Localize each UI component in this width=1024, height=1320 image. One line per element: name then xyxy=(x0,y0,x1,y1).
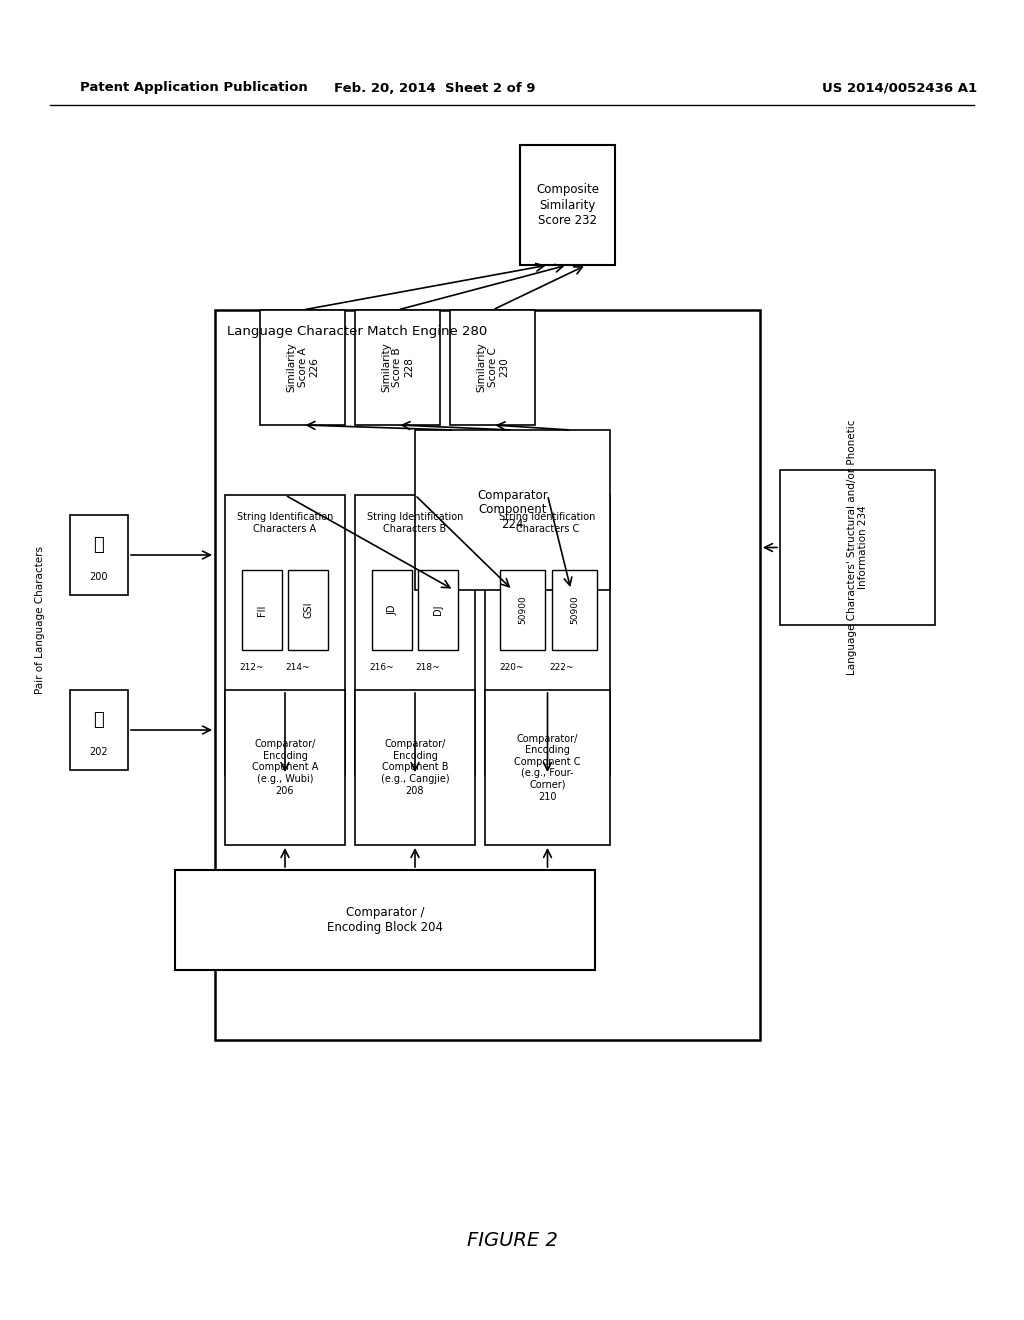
Text: 214~: 214~ xyxy=(286,664,310,672)
Text: Feb. 20, 2014  Sheet 2 of 9: Feb. 20, 2014 Sheet 2 of 9 xyxy=(334,82,536,95)
Text: Patent Application Publication: Patent Application Publication xyxy=(80,82,308,95)
Bar xyxy=(225,690,345,845)
Bar xyxy=(500,570,545,649)
Bar xyxy=(355,495,475,775)
Text: Similarity
Score A
226: Similarity Score A 226 xyxy=(286,343,319,392)
Text: Comparator/
Encoding
Component B
(e.g., Cangjie)
208: Comparator/ Encoding Component B (e.g., … xyxy=(381,739,450,796)
Bar xyxy=(225,495,345,775)
Bar xyxy=(485,495,610,775)
Text: 末: 末 xyxy=(93,536,104,554)
Bar xyxy=(418,570,458,649)
Bar xyxy=(175,870,595,970)
Bar xyxy=(450,310,535,425)
Bar xyxy=(288,570,328,649)
Text: 200: 200 xyxy=(90,573,109,582)
Text: String Identification
Characters B: String Identification Characters B xyxy=(367,512,463,533)
Text: Comparator /
Encoding Block 204: Comparator / Encoding Block 204 xyxy=(327,906,443,935)
Bar xyxy=(485,690,610,845)
Bar xyxy=(70,515,128,595)
Bar xyxy=(260,310,345,425)
Text: Composite
Similarity
Score 232: Composite Similarity Score 232 xyxy=(536,183,599,227)
Bar xyxy=(355,310,440,425)
Bar xyxy=(355,690,475,845)
Text: String Identification
Characters A: String Identification Characters A xyxy=(237,512,333,533)
Text: DJ: DJ xyxy=(433,605,443,615)
Text: 212~: 212~ xyxy=(240,664,264,672)
Text: Comparator
Component
224: Comparator Component 224 xyxy=(477,488,548,532)
Text: Pair of Language Characters: Pair of Language Characters xyxy=(35,546,45,694)
Text: Similarity
Score C
230: Similarity Score C 230 xyxy=(476,343,509,392)
Text: FIGURE 2: FIGURE 2 xyxy=(467,1230,557,1250)
Text: 202: 202 xyxy=(90,747,109,758)
Text: Language Characters' Structural and/or Phonetic
Information 234: Language Characters' Structural and/or P… xyxy=(847,420,868,676)
Bar xyxy=(520,145,615,265)
Text: GSI: GSI xyxy=(303,602,313,618)
Text: Language Character Match Engine 280: Language Character Match Engine 280 xyxy=(227,326,487,338)
Text: String Identification
Characters C: String Identification Characters C xyxy=(500,512,596,533)
Bar xyxy=(215,310,760,1040)
Text: 220~: 220~ xyxy=(500,664,524,672)
Text: 216~: 216~ xyxy=(370,664,394,672)
Bar xyxy=(552,570,597,649)
Text: Comparator/
Encoding
Component C
(e.g., Four-
Corner)
210: Comparator/ Encoding Component C (e.g., … xyxy=(514,734,581,801)
Bar xyxy=(780,470,935,624)
Text: FII: FII xyxy=(257,605,267,615)
Text: 222~: 222~ xyxy=(550,664,574,672)
Text: JD: JD xyxy=(387,605,397,615)
Bar xyxy=(372,570,412,649)
Bar xyxy=(242,570,282,649)
Bar xyxy=(70,690,128,770)
Text: 218~: 218~ xyxy=(416,664,440,672)
Text: 50900: 50900 xyxy=(518,595,527,624)
Text: 未: 未 xyxy=(93,711,104,730)
Text: US 2014/0052436 A1: US 2014/0052436 A1 xyxy=(822,82,978,95)
Text: 50900: 50900 xyxy=(570,595,579,624)
Bar xyxy=(415,430,610,590)
Text: Comparator/
Encoding
Component A
(e.g., Wubi)
206: Comparator/ Encoding Component A (e.g., … xyxy=(252,739,318,796)
Text: Similarity
Score B
228: Similarity Score B 228 xyxy=(381,343,414,392)
